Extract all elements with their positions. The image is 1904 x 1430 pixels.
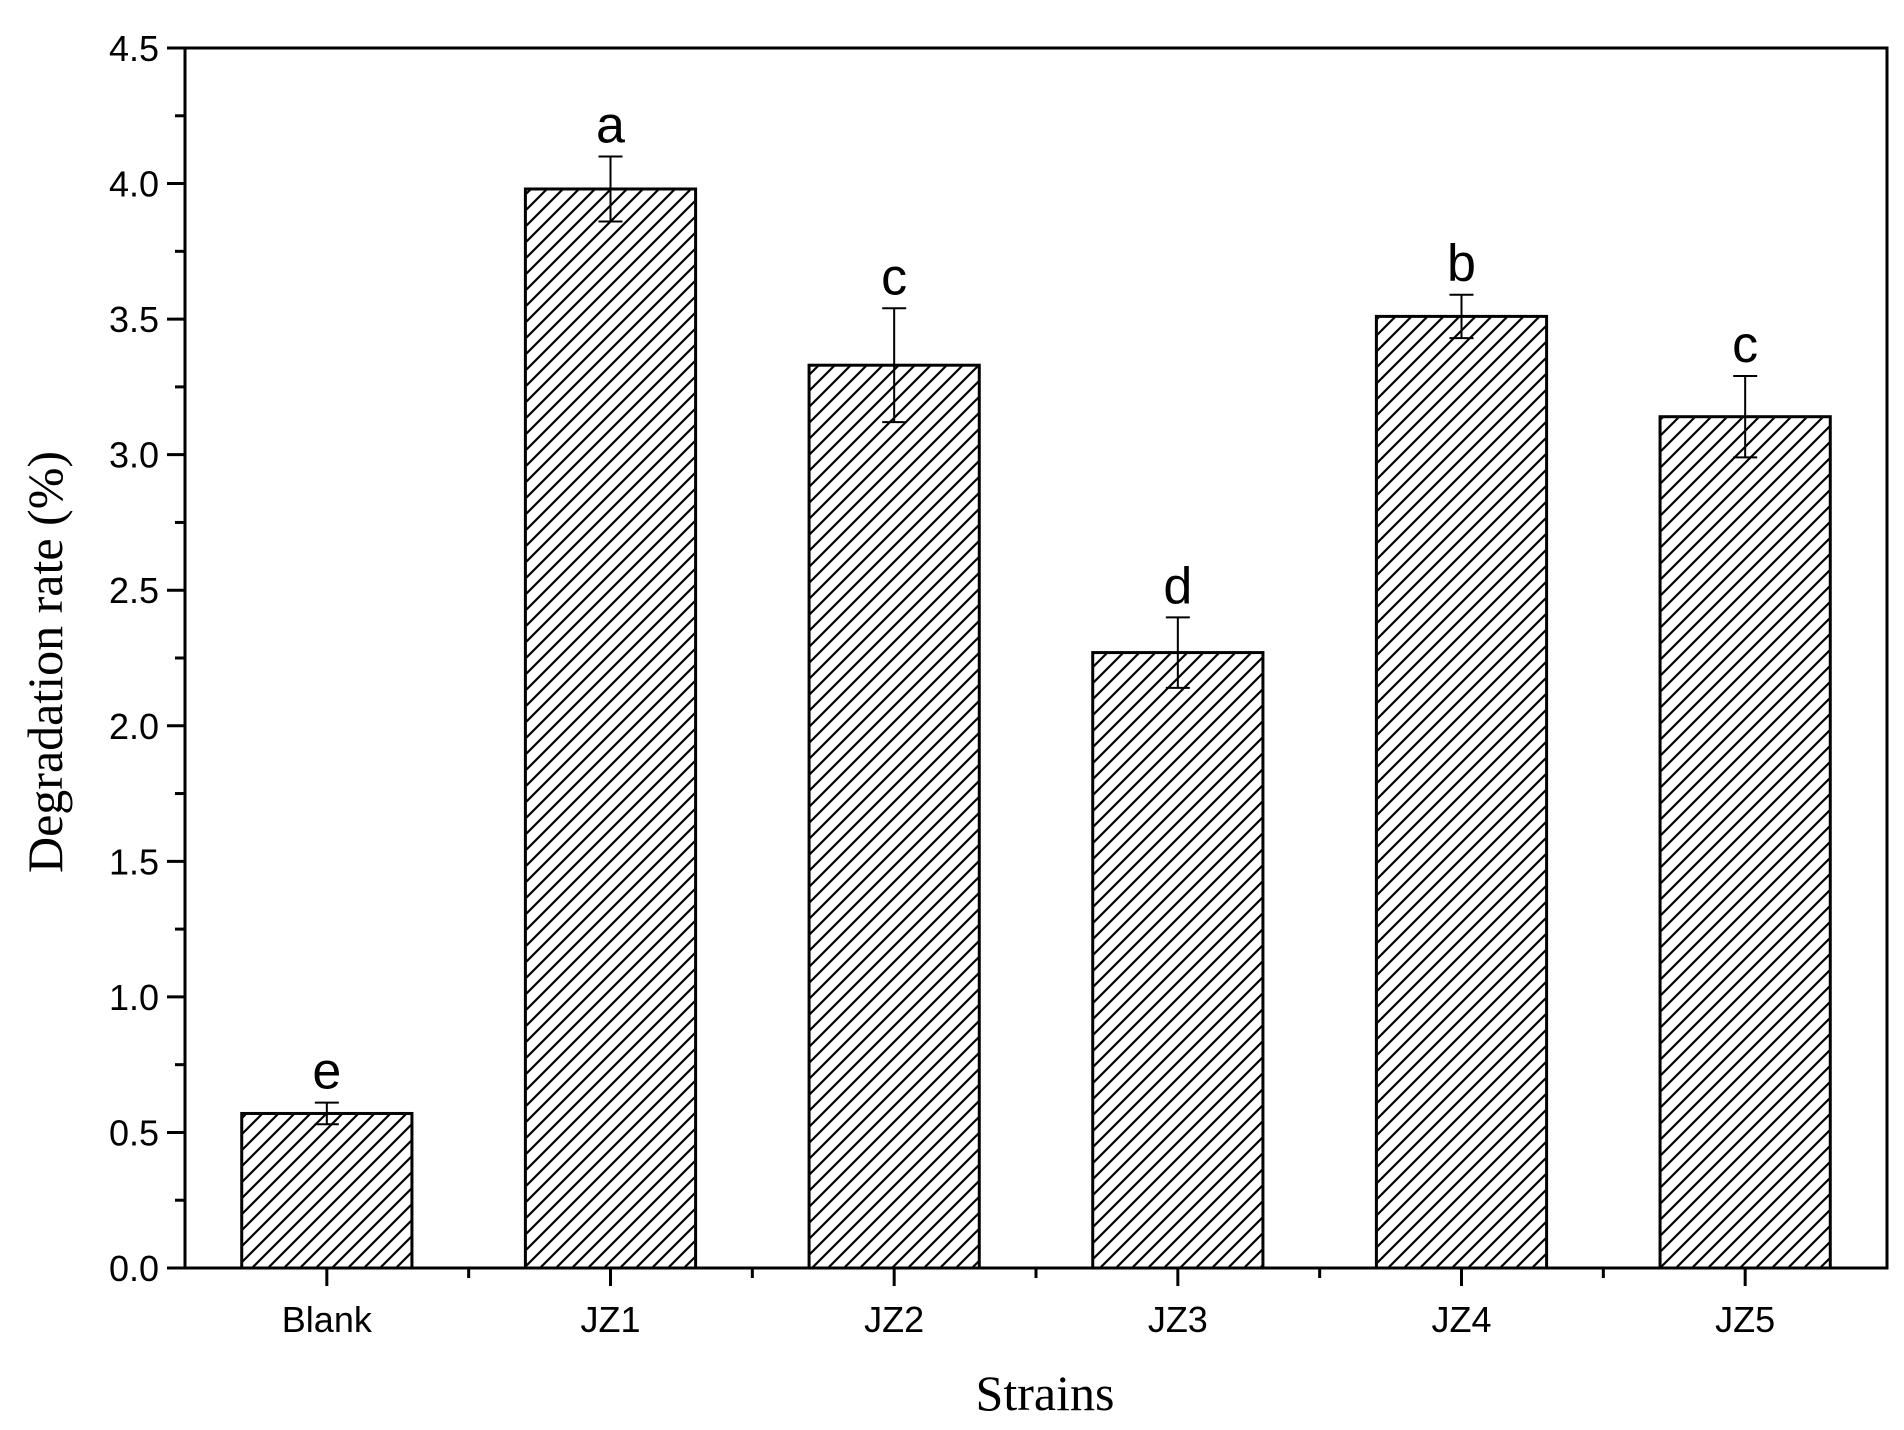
y-tick-label: 1.0 bbox=[109, 977, 159, 1018]
plot-frame bbox=[183, 46, 1889, 1270]
significance-label-blank: e bbox=[312, 1043, 341, 1101]
x-tick-label-blank: Blank bbox=[282, 1299, 373, 1340]
x-axis-title: Strains bbox=[976, 1365, 1115, 1421]
bar-jz3 bbox=[1091, 651, 1265, 1270]
y-tick-label: 2.0 bbox=[109, 706, 159, 747]
bar-jz1 bbox=[523, 187, 698, 1270]
y-axis: 0.0 0.5 1.0 1.5 2.0 2.5 3.0 3.5 4.0 4.5 bbox=[109, 28, 185, 1289]
significance-label-jz5: c bbox=[1732, 316, 1758, 374]
x-tick-label-jz2: JZ2 bbox=[864, 1299, 924, 1340]
error-bar-jz3 bbox=[1165, 616, 1190, 689]
bar-blank bbox=[240, 1111, 414, 1270]
y-tick-label: 4.5 bbox=[109, 28, 159, 69]
error-bar-jz2 bbox=[882, 307, 907, 424]
significance-label-jz4: b bbox=[1447, 235, 1476, 293]
x-tick-label-jz3: JZ3 bbox=[1148, 1299, 1208, 1340]
bar-jz4 bbox=[1374, 314, 1549, 1270]
significance-label-jz3: d bbox=[1163, 557, 1192, 615]
y-tick-label: 0.0 bbox=[109, 1248, 159, 1289]
bar-jz5 bbox=[1658, 415, 1832, 1270]
x-tick-label-jz5: JZ5 bbox=[1715, 1299, 1775, 1340]
x-axis: Blank JZ1 JZ2 JZ3 JZ4 JZ5 bbox=[282, 1268, 1775, 1340]
y-tick-label: 1.5 bbox=[109, 841, 159, 882]
bar-jz2 bbox=[807, 363, 981, 1270]
significance-label-jz1: a bbox=[596, 96, 625, 154]
y-tick-label: 2.5 bbox=[109, 570, 159, 611]
error-bar-jz5 bbox=[1733, 375, 1758, 459]
error-bar-jz4 bbox=[1449, 293, 1474, 340]
error-bar-blank bbox=[314, 1101, 339, 1126]
bars-layer bbox=[240, 187, 1832, 1270]
significance-labels-layer: e a c d b c bbox=[312, 96, 1758, 1100]
y-tick-label: 0.5 bbox=[109, 1112, 159, 1153]
significance-label-jz2: c bbox=[881, 248, 907, 306]
y-tick-label: 3.0 bbox=[109, 435, 159, 476]
x-tick-label-jz4: JZ4 bbox=[1431, 1299, 1491, 1340]
error-bar-jz1 bbox=[598, 155, 623, 223]
y-axis-title: Degradation rate (%) bbox=[17, 451, 73, 873]
x-tick-label-jz1: JZ1 bbox=[580, 1299, 640, 1340]
y-tick-label: 4.0 bbox=[109, 164, 159, 205]
error-bars-layer bbox=[314, 155, 1758, 1126]
y-tick-label: 3.5 bbox=[109, 299, 159, 340]
